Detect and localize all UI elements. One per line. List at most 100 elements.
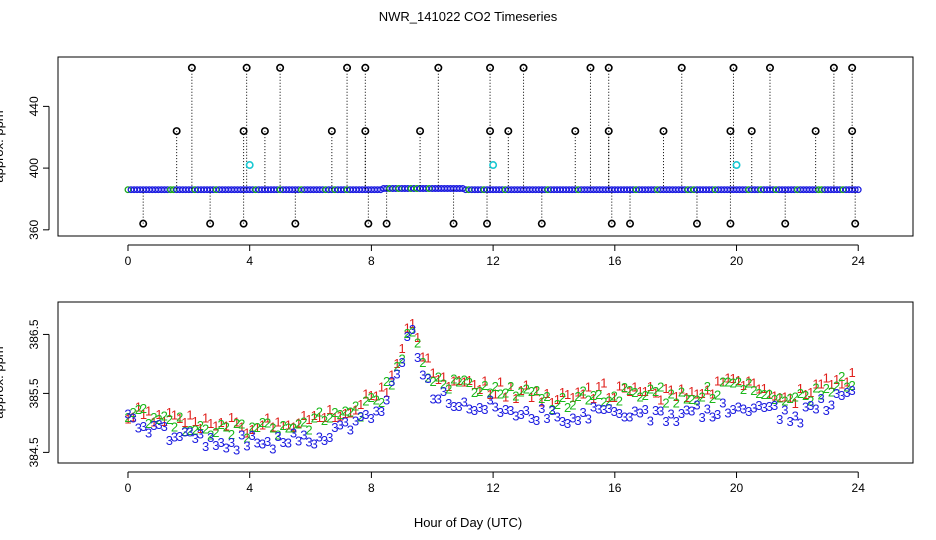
- series-2-point: 2: [316, 405, 323, 420]
- series-2-point: 2: [730, 376, 737, 391]
- series-3-point: 3: [202, 439, 209, 454]
- flag-point: [692, 219, 701, 228]
- series-3-point: 3: [657, 404, 664, 419]
- series-3-point: 3: [181, 424, 188, 439]
- series-3-point: 3: [502, 402, 509, 417]
- series-1-point: 1: [342, 406, 349, 421]
- series-2-point: 2: [150, 410, 157, 425]
- series-1-point: 1: [559, 385, 566, 400]
- series-2-point: 2: [755, 386, 762, 401]
- series-3-point: 3: [285, 436, 292, 451]
- series-1-point: 1: [486, 387, 493, 402]
- series-3-point: 3: [150, 418, 157, 433]
- series-2-point: 2: [430, 374, 437, 389]
- series-1-point: 1: [135, 400, 142, 415]
- series-1-point: 1: [269, 420, 276, 435]
- series-1-point: 1: [781, 390, 788, 405]
- flag-point: [489, 161, 498, 170]
- flag-point: [239, 219, 248, 228]
- series-1-point: 1: [414, 330, 421, 345]
- series-2-point: 2: [486, 386, 493, 401]
- series-1-point: 1: [745, 374, 752, 389]
- series-3-point: 3: [130, 410, 137, 425]
- series-2-point: 2: [274, 428, 281, 443]
- series-2-point: 2: [455, 374, 462, 389]
- series-2-point: 2: [709, 391, 716, 406]
- series-3-point: 3: [755, 398, 762, 413]
- series-2-point: 2: [657, 380, 664, 395]
- series-1-point: 1: [528, 390, 535, 405]
- series-1-point: 1: [399, 341, 406, 356]
- series-1-point: 1: [812, 377, 819, 392]
- series-1-point: 1: [642, 384, 649, 399]
- series-2-point: 2: [517, 385, 524, 400]
- series-3-point: 3: [662, 414, 669, 429]
- x-tick-label: 16: [608, 481, 622, 495]
- series-2-point: 2: [616, 393, 623, 408]
- series-3-point: 3: [430, 392, 437, 407]
- series-2-point: 2: [254, 420, 261, 435]
- series-1-point: 1: [755, 381, 762, 396]
- flag-point: [343, 63, 352, 72]
- series-1-point: 1: [761, 381, 768, 396]
- series-3-point: 3: [693, 397, 700, 412]
- series-1-point: 1: [181, 415, 188, 430]
- series-1-point: 1: [331, 410, 338, 425]
- x-tick-label: 12: [486, 481, 500, 495]
- series-2-point: 2: [786, 391, 793, 406]
- series-1-point: 1: [217, 415, 224, 430]
- series-3-point: 3: [305, 434, 312, 449]
- series-1-point: 1: [223, 419, 230, 434]
- series-1-point: 1: [450, 374, 457, 389]
- series-2-point: 2: [502, 385, 509, 400]
- series-1-point: 1: [817, 377, 824, 392]
- series-2-point: 2: [817, 387, 824, 402]
- series-2-point: 2: [631, 385, 638, 400]
- series-3-point: 3: [197, 426, 204, 441]
- series-3-point: 3: [543, 411, 550, 426]
- series-1-point: 1: [543, 386, 550, 401]
- series-2-point: 2: [228, 427, 235, 442]
- flag-point: [586, 63, 595, 72]
- series-2-point: 2: [171, 420, 178, 435]
- series-3-point: 3: [559, 414, 566, 429]
- series-1-point: 1: [626, 384, 633, 399]
- series-1-point: 1: [704, 382, 711, 397]
- series-3-point: 3: [440, 384, 447, 399]
- series-2-point: 2: [590, 388, 597, 403]
- series-3-point: 3: [828, 398, 835, 413]
- flag-point: [239, 127, 248, 136]
- series-2-point: 2: [409, 325, 416, 340]
- series-2-point: 2: [611, 388, 618, 403]
- series-1-point: 1: [580, 386, 587, 401]
- series-2-point: 2: [311, 410, 318, 425]
- series-3-point: 3: [714, 407, 721, 422]
- series-1-point: 1: [404, 320, 411, 335]
- series-2-point: 2: [155, 412, 162, 427]
- series-3-point: 3: [647, 414, 654, 429]
- series-2-point: 2: [404, 326, 411, 341]
- series-2-point: 2: [766, 387, 773, 402]
- series-3-point: 3: [311, 437, 318, 452]
- series-3-point: 3: [564, 416, 571, 431]
- series-2-point: 2: [135, 402, 142, 417]
- series-3-point: 3: [212, 438, 219, 453]
- flag-point: [434, 63, 443, 72]
- flag-point: [732, 161, 741, 170]
- series-3-point: 3: [833, 386, 840, 401]
- series-1-point: 1: [647, 379, 654, 394]
- series-1-point: 1: [461, 374, 468, 389]
- series-3-point: 3: [140, 419, 147, 434]
- x-tick-label: 16: [608, 254, 622, 268]
- series-3-point: 3: [233, 442, 240, 457]
- series-1-point: 1: [233, 415, 240, 430]
- series-1-point: 1: [636, 384, 643, 399]
- series-1-point: 1: [357, 397, 364, 412]
- series-2-point: 2: [693, 393, 700, 408]
- series-1-point: 1: [295, 416, 302, 431]
- series-2-point: 2: [383, 374, 390, 389]
- series-2-point: 2: [419, 355, 426, 370]
- series-1-point: 1: [693, 387, 700, 402]
- series-1-point: 1: [714, 374, 721, 389]
